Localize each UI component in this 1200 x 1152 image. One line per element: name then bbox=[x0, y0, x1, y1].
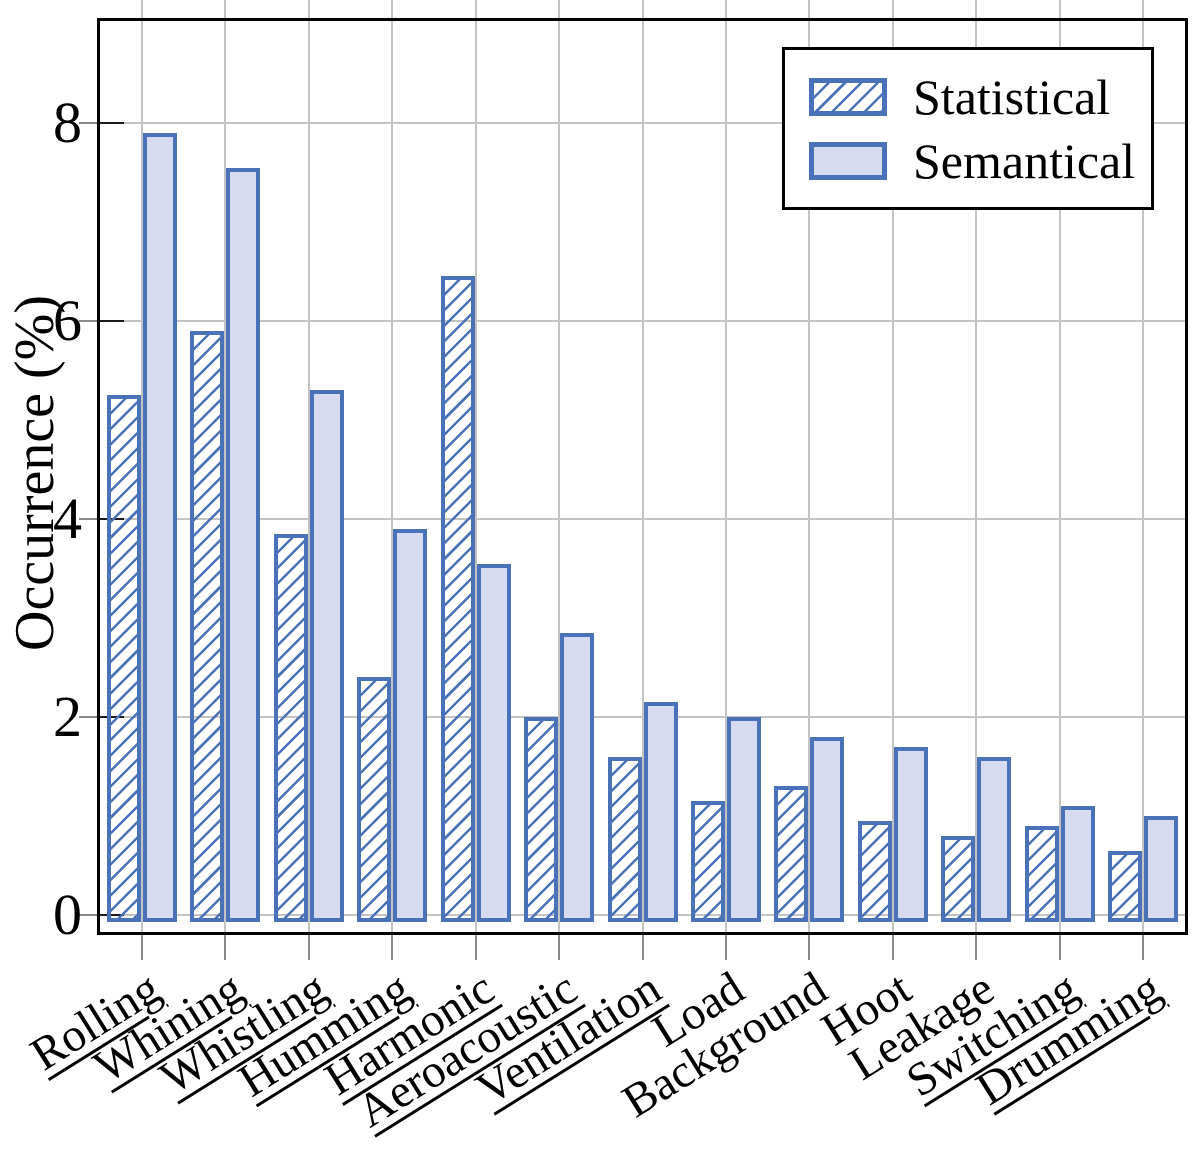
bar-statistical-aeroacoustic bbox=[524, 717, 559, 922]
x-tick-3 bbox=[391, 935, 394, 960]
bar-semantical-harmonic bbox=[476, 563, 511, 922]
v-gridline-6 bbox=[641, 21, 644, 932]
x-tick-12 bbox=[1142, 935, 1145, 960]
bar-statistical-ventilation bbox=[607, 756, 642, 922]
v-gridline-0 bbox=[140, 21, 143, 932]
x-tick-1 bbox=[224, 935, 227, 960]
x-tick-6 bbox=[641, 935, 644, 960]
v-gridline-11 bbox=[1058, 21, 1061, 932]
y-tick-label-6: 6 bbox=[53, 288, 82, 353]
legend-item-statistical: Statistical bbox=[809, 72, 1151, 122]
top-tick-12 bbox=[1142, 0, 1145, 18]
x-tick-10 bbox=[975, 935, 978, 960]
bar-semantical-load bbox=[726, 717, 761, 922]
x-tick-2 bbox=[307, 935, 310, 960]
v-gridline-7 bbox=[724, 21, 727, 932]
bar-statistical-drumming bbox=[1108, 850, 1143, 922]
y-tick-outer-2 bbox=[79, 716, 97, 718]
top-tick-3 bbox=[391, 0, 394, 18]
x-tick-5 bbox=[558, 935, 561, 960]
bar-semantical-drumming bbox=[1144, 816, 1179, 922]
top-tick-10 bbox=[975, 0, 978, 18]
top-tick-8 bbox=[808, 0, 811, 18]
v-gridline-4 bbox=[474, 21, 477, 932]
bar-statistical-humming bbox=[357, 677, 392, 922]
bar-statistical-whistling bbox=[273, 533, 308, 922]
v-gridline-8 bbox=[808, 21, 811, 932]
bar-semantical-background bbox=[810, 736, 845, 922]
legend-label-statistical: Statistical bbox=[913, 68, 1111, 125]
bar-statistical-switching bbox=[1024, 825, 1059, 922]
y-tick-label-2: 2 bbox=[53, 684, 82, 749]
v-gridline-9 bbox=[891, 21, 894, 932]
legend-swatch-semantical-solid bbox=[809, 141, 887, 180]
bar-semantical-whistling bbox=[309, 390, 344, 922]
bar-statistical-hoot bbox=[857, 820, 892, 922]
bar-semantical-switching bbox=[1060, 806, 1095, 922]
bar-semantical-whining bbox=[226, 167, 261, 922]
top-tick-5 bbox=[558, 0, 561, 18]
top-tick-2 bbox=[307, 0, 310, 18]
bar-semantical-humming bbox=[393, 528, 428, 922]
y-tick-label-8: 8 bbox=[53, 90, 82, 155]
bar-statistical-leakage bbox=[941, 835, 976, 922]
y-tick-outer-6 bbox=[79, 320, 97, 322]
top-tick-6 bbox=[641, 0, 644, 18]
bar-semantical-aeroacoustic bbox=[560, 632, 595, 922]
v-gridline-5 bbox=[558, 21, 561, 932]
x-tick-7 bbox=[724, 935, 727, 960]
bar-semantical-hoot bbox=[893, 746, 928, 922]
x-tick-4 bbox=[474, 935, 477, 960]
legend-label-semantical: Semantical bbox=[913, 132, 1136, 189]
y-tick-outer-0 bbox=[79, 914, 97, 916]
top-tick-7 bbox=[724, 0, 727, 18]
legend-swatch-statistical-hatched bbox=[809, 77, 887, 116]
v-gridline-3 bbox=[391, 21, 394, 932]
x-tick-0 bbox=[140, 935, 143, 960]
top-tick-1 bbox=[224, 0, 227, 18]
v-gridline-1 bbox=[224, 21, 227, 932]
v-gridline-2 bbox=[307, 21, 310, 932]
v-gridline-10 bbox=[975, 21, 978, 932]
y-tick-inner-6 bbox=[100, 320, 124, 322]
bar-statistical-harmonic bbox=[440, 276, 475, 922]
bar-semantical-ventilation bbox=[643, 702, 678, 922]
y-tick-label-0: 0 bbox=[53, 882, 82, 947]
legend-item-semantical: Semantical bbox=[809, 136, 1151, 186]
top-tick-9 bbox=[891, 0, 894, 18]
bar-statistical-load bbox=[690, 801, 725, 922]
y-tick-inner-8 bbox=[100, 122, 124, 124]
top-tick-0 bbox=[140, 0, 143, 18]
y-tick-outer-8 bbox=[79, 122, 97, 124]
bar-statistical-whining bbox=[190, 330, 225, 922]
bar-semantical-leakage bbox=[977, 756, 1012, 922]
y-tick-outer-4 bbox=[79, 518, 97, 520]
v-gridline-12 bbox=[1142, 21, 1145, 932]
legend: Statistical Semantical bbox=[782, 47, 1154, 210]
x-tick-9 bbox=[891, 935, 894, 960]
bar-statistical-background bbox=[774, 786, 809, 922]
top-tick-11 bbox=[1058, 0, 1061, 18]
y-tick-label-4: 4 bbox=[53, 486, 82, 551]
bar-statistical-rolling bbox=[106, 395, 141, 922]
top-tick-4 bbox=[474, 0, 477, 18]
x-tick-11 bbox=[1058, 935, 1061, 960]
x-tick-8 bbox=[808, 935, 811, 960]
bar-semantical-rolling bbox=[142, 132, 177, 922]
